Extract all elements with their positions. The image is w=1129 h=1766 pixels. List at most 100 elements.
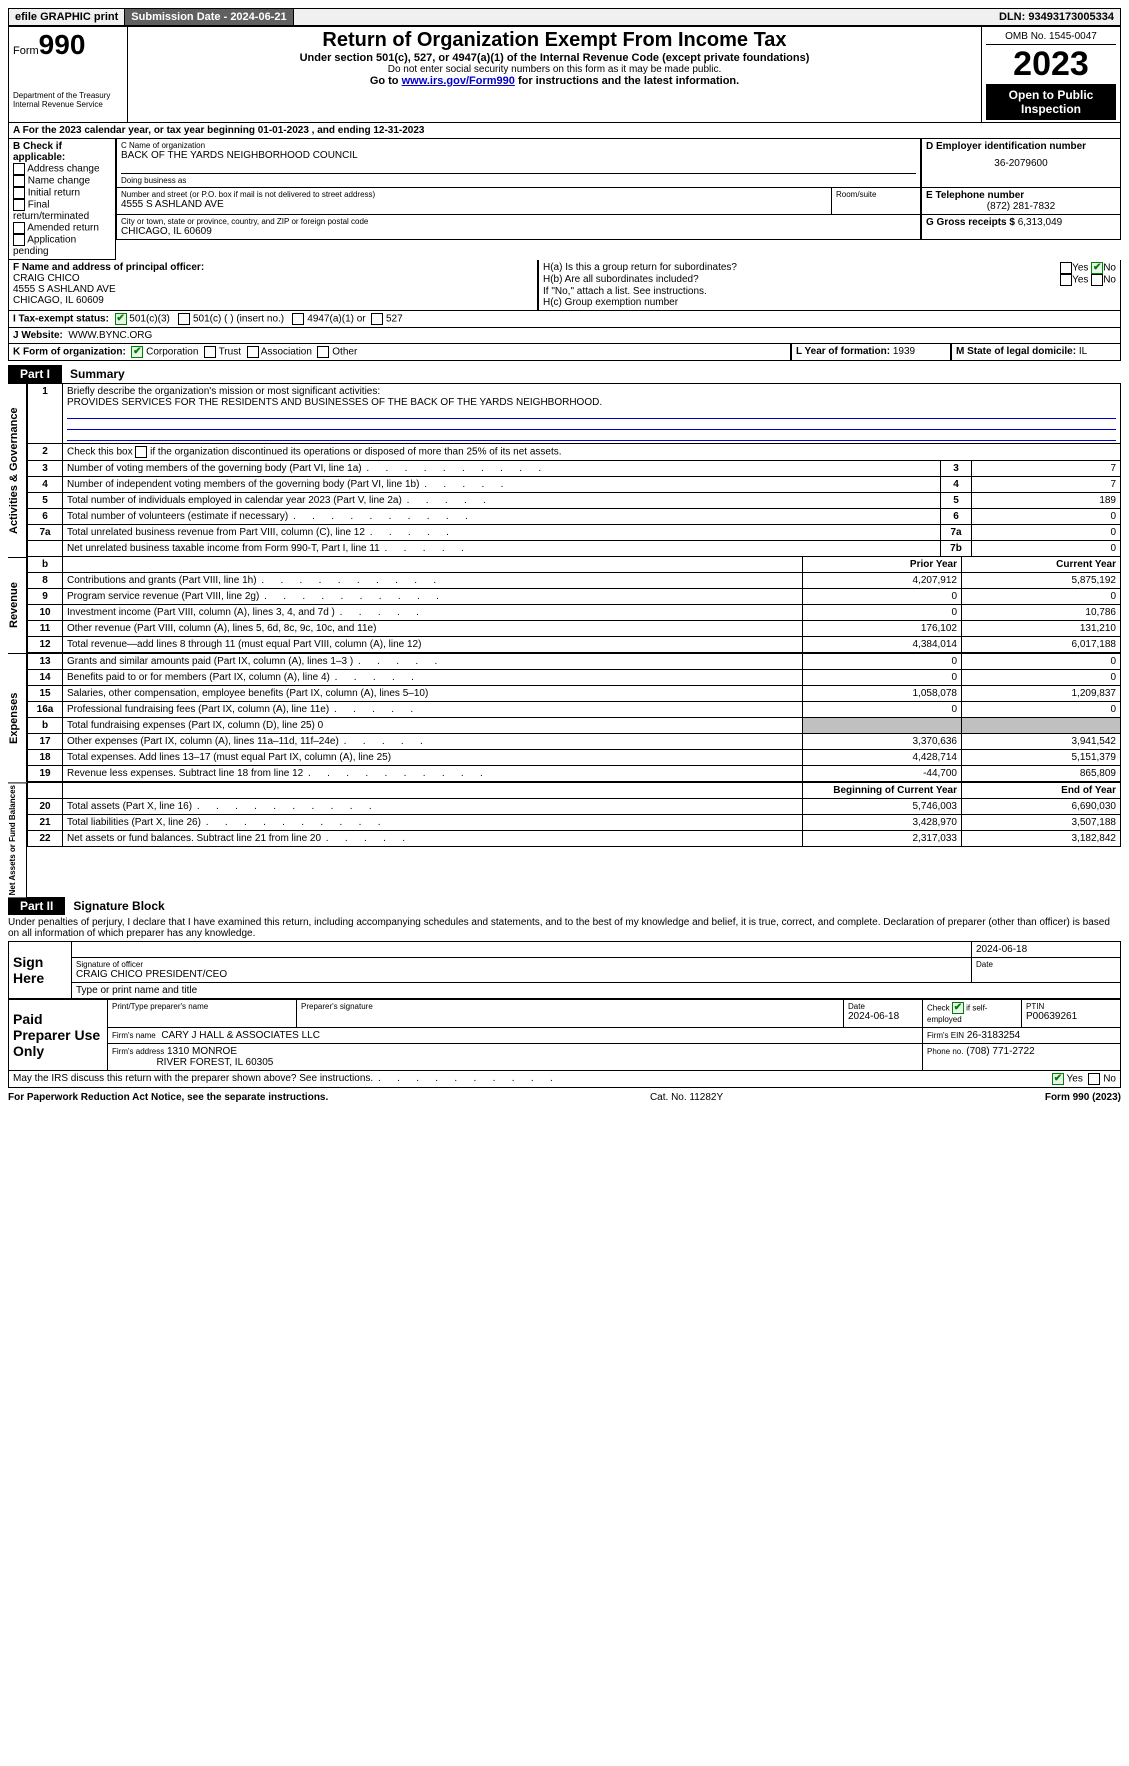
org-city: CHICAGO, IL 60609: [121, 226, 916, 237]
na-21-begin: 3,428,970: [803, 815, 962, 831]
firm-ein: 26-3183254: [967, 1030, 1020, 1041]
dept-treasury: Department of the Treasury: [13, 91, 123, 100]
chk-discontinued[interactable]: [135, 446, 147, 458]
rev-12-prior: 4,384,014: [803, 637, 962, 653]
firm-name: CARY J HALL & ASSOCIATES LLC: [161, 1030, 320, 1041]
exp-15-prior: 1,058,078: [803, 686, 962, 702]
preparer-date: 2024-06-18: [848, 1011, 918, 1022]
officer-name: CRAIG CHICO: [13, 273, 533, 284]
chk-self-employed[interactable]: [952, 1002, 964, 1014]
chk-corp[interactable]: [131, 346, 143, 358]
rev-10-curr: 10,786: [962, 605, 1121, 621]
na-20-end: 6,690,030: [962, 799, 1121, 815]
chk-ha-yes[interactable]: [1060, 262, 1072, 274]
exp-16a-prior: 0: [803, 702, 962, 718]
val-7b: 0: [972, 541, 1121, 557]
rev-10-prior: 0: [803, 605, 962, 621]
chk-other[interactable]: [317, 346, 329, 358]
val-independent: 7: [972, 477, 1121, 493]
chk-final-return[interactable]: [13, 199, 25, 211]
subtitle-1: Under section 501(c), 527, or 4947(a)(1)…: [132, 52, 977, 64]
chk-initial-return[interactable]: [13, 187, 25, 199]
val-employed: 189: [972, 493, 1121, 509]
dln: DLN: 93493173005334: [993, 9, 1120, 25]
perjury-statement: Under penalties of perjury, I declare th…: [8, 915, 1121, 941]
org-name: BACK OF THE YARDS NEIGHBORHOOD COUNCIL: [121, 150, 916, 161]
form-title: Return of Organization Exempt From Incom…: [132, 29, 977, 52]
ptin: P00639261: [1026, 1011, 1116, 1022]
org-address: 4555 S ASHLAND AVE: [121, 199, 827, 210]
exp-13-prior: 0: [803, 654, 962, 670]
exp-18-prior: 4,428,714: [803, 750, 962, 766]
footer-catno: Cat. No. 11282Y: [650, 1092, 723, 1103]
chk-name-change[interactable]: [13, 175, 25, 187]
officer-signature: CRAIG CHICO PRESIDENT/CEO: [76, 969, 967, 980]
exp-17-curr: 3,941,542: [962, 734, 1121, 750]
vlabel-netassets: Net Assets or Fund Balances: [8, 782, 27, 897]
irs-label: Internal Revenue Service: [13, 100, 123, 109]
rev-9-curr: 0: [962, 589, 1121, 605]
chk-discuss-no[interactable]: [1088, 1073, 1100, 1085]
na-20-begin: 5,746,003: [803, 799, 962, 815]
exp-19-curr: 865,809: [962, 766, 1121, 782]
chk-amended[interactable]: [13, 222, 25, 234]
chk-4947[interactable]: [292, 313, 304, 325]
chk-discuss-yes[interactable]: [1052, 1073, 1064, 1085]
efile-btn[interactable]: efile GRAPHIC print: [9, 9, 125, 25]
exp-17-prior: 3,370,636: [803, 734, 962, 750]
exp-19-prior: -44,700: [803, 766, 962, 782]
omb-number: OMB No. 1545-0047: [986, 29, 1116, 45]
vlabel-revenue: Revenue: [8, 557, 27, 653]
rev-9-prior: 0: [803, 589, 962, 605]
footer-left: For Paperwork Reduction Act Notice, see …: [8, 1092, 328, 1103]
chk-assoc[interactable]: [247, 346, 259, 358]
part1-label: Part I: [8, 365, 62, 383]
irs-link[interactable]: www.irs.gov/Form990: [402, 75, 515, 87]
ein: 36-2079600: [926, 152, 1116, 169]
vlabel-expenses: Expenses: [8, 653, 27, 782]
rev-11-curr: 131,210: [962, 621, 1121, 637]
subtitle-2: Do not enter social security numbers on …: [132, 64, 977, 75]
paid-preparer-label: Paid Preparer Use Only: [9, 1000, 108, 1071]
exp-13-curr: 0: [962, 654, 1121, 670]
val-7a: 0: [972, 525, 1121, 541]
chk-trust[interactable]: [204, 346, 216, 358]
na-21-end: 3,507,188: [962, 815, 1121, 831]
chk-501c3[interactable]: [115, 313, 127, 325]
exp-18-curr: 5,151,379: [962, 750, 1121, 766]
exp-16a-curr: 0: [962, 702, 1121, 718]
rev-11-prior: 176,102: [803, 621, 962, 637]
part2-label: Part II: [8, 897, 65, 915]
rev-12-curr: 6,017,188: [962, 637, 1121, 653]
state-domicile: IL: [1079, 346, 1087, 357]
sign-date: 2024-06-18: [972, 942, 1121, 958]
open-public: Open to Public Inspection: [986, 84, 1116, 120]
box-b: B Check if applicable: Address change Na…: [8, 139, 116, 260]
gross-receipts: 6,313,049: [1018, 217, 1063, 228]
sign-here-label: Sign Here: [9, 942, 72, 999]
chk-527[interactable]: [371, 313, 383, 325]
submission-date: Submission Date - 2024-06-21: [125, 9, 293, 25]
chk-hb-yes[interactable]: [1060, 274, 1072, 286]
part2-title: Signature Block: [73, 899, 164, 913]
tax-year: 2023: [986, 45, 1116, 84]
exp-15-curr: 1,209,837: [962, 686, 1121, 702]
chk-hb-no[interactable]: [1091, 274, 1103, 286]
rev-8-curr: 5,875,192: [962, 573, 1121, 589]
chk-app-pending[interactable]: [13, 234, 25, 246]
firm-phone: (708) 771-2722: [966, 1046, 1034, 1057]
top-bar: efile GRAPHIC print Submission Date - 20…: [8, 8, 1121, 26]
firm-addr1: 1310 MONROE: [167, 1046, 237, 1057]
exp-14-prior: 0: [803, 670, 962, 686]
year-formation: 1939: [893, 346, 915, 357]
website: WWW.BYNC.ORG: [68, 330, 152, 341]
chk-address-change[interactable]: [13, 163, 25, 175]
na-22-end: 3,182,842: [962, 831, 1121, 847]
firm-addr2: RIVER FOREST, IL 60305: [156, 1057, 273, 1068]
telephone: (872) 281-7832: [926, 201, 1116, 212]
val-voting: 7: [972, 461, 1121, 477]
chk-501c[interactable]: [178, 313, 190, 325]
chk-ha-no[interactable]: [1091, 262, 1103, 274]
line-a: A For the 2023 calendar year, or tax yea…: [8, 123, 1121, 139]
form-header: Form990 Department of the Treasury Inter…: [8, 26, 1121, 123]
